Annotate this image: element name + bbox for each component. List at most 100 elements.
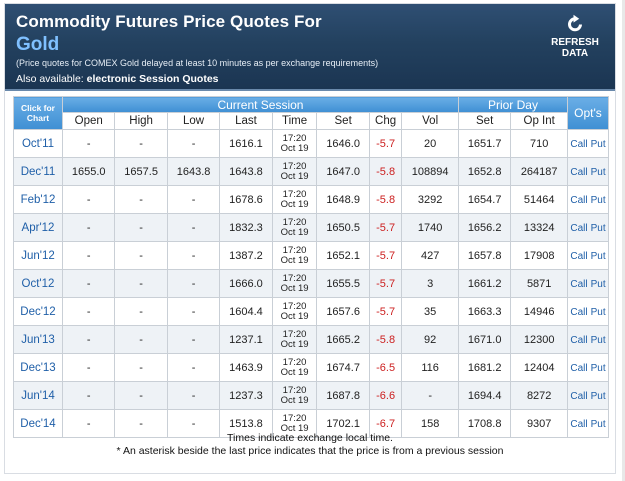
call-link[interactable]: Call: [570, 306, 588, 318]
put-link[interactable]: Put: [590, 334, 606, 346]
low-cell: -: [166, 129, 221, 158]
col-vol: Vol: [401, 112, 459, 130]
volume-cell: 3: [401, 269, 459, 298]
time-value: 17:20: [282, 329, 307, 340]
contract-chart-link[interactable]: Oct'12: [21, 277, 55, 290]
contract-chart-link[interactable]: Jun'12: [21, 249, 55, 262]
also-available: Also available: electronic Session Quote…: [16, 73, 219, 85]
last-cell: 1463.9: [219, 353, 273, 382]
col-high: High: [114, 112, 168, 130]
date-value: Oct 19: [280, 226, 309, 238]
date-value: Oct 19: [280, 198, 309, 210]
contract-chart-link[interactable]: Jun'13: [21, 333, 55, 346]
call-link[interactable]: Call: [570, 250, 588, 262]
put-link[interactable]: Put: [590, 278, 606, 290]
contract-chart-link[interactable]: Dec'12: [20, 305, 56, 318]
open-cell: -: [61, 325, 116, 354]
set-cell: 1646.0: [316, 129, 370, 158]
time-cell: 17:20 Oct 19: [271, 241, 318, 270]
change-cell: -5.8: [368, 157, 403, 186]
footer-time-note: Times indicate exchange local time.: [227, 432, 393, 444]
time-value: 17:20: [282, 189, 307, 200]
options-cell: Call Put: [567, 381, 609, 410]
contract-chart-link[interactable]: Feb'12: [20, 193, 56, 206]
call-link[interactable]: Call: [570, 334, 588, 346]
put-link[interactable]: Put: [590, 362, 606, 374]
electronic-session-link[interactable]: electronic Session Quotes: [86, 73, 219, 85]
put-link[interactable]: Put: [590, 222, 606, 234]
call-link[interactable]: Call: [570, 194, 588, 206]
date-value: Oct 19: [280, 338, 309, 350]
col-set: Set: [316, 112, 370, 130]
open-cell: -: [61, 185, 116, 214]
put-link[interactable]: Put: [590, 250, 606, 262]
prior-set-cell: 1708.8: [457, 409, 512, 438]
open-interest-cell: 9307: [510, 409, 568, 438]
click-for-label: Click for: [20, 103, 55, 113]
open-interest-cell: 17908: [510, 241, 568, 270]
high-cell: -: [114, 381, 168, 410]
call-link[interactable]: Call: [570, 418, 588, 430]
date-value: Oct 19: [280, 394, 309, 406]
contract-chart-link[interactable]: Dec'14: [20, 417, 56, 430]
set-cell: 1655.5: [316, 269, 370, 298]
prior-set-cell: 1663.3: [457, 297, 512, 326]
high-cell: -: [114, 129, 168, 158]
contract-chart-link[interactable]: Jun'14: [21, 389, 55, 402]
call-link[interactable]: Call: [570, 362, 588, 374]
refresh-arrow-icon: [568, 14, 582, 32]
change-cell: -5.7: [368, 241, 403, 270]
options-cell: Call Put: [567, 269, 609, 298]
date-value: Oct 19: [280, 282, 309, 294]
last-cell: 1666.0: [219, 269, 273, 298]
prior-set-cell: 1694.4: [457, 381, 512, 410]
call-link[interactable]: Call: [570, 278, 588, 290]
put-link[interactable]: Put: [590, 306, 606, 318]
footer-asterisk-note: * An asterisk beside the last price indi…: [116, 445, 504, 457]
options-cell: Call Put: [567, 409, 609, 438]
contract-chart-link[interactable]: Oct'11: [21, 137, 55, 150]
open-cell: -: [61, 241, 116, 270]
put-link[interactable]: Put: [590, 194, 606, 206]
volume-cell: -: [401, 381, 459, 410]
high-cell: -: [114, 269, 168, 298]
high-cell: 1657.5: [114, 157, 168, 186]
contract-chart-link[interactable]: Dec'13: [20, 361, 56, 374]
low-cell: -: [166, 409, 221, 438]
open-interest-cell: 8272: [510, 381, 568, 410]
options-cell: Call Put: [567, 185, 609, 214]
contract-chart-link[interactable]: Apr'12: [21, 221, 55, 234]
time-cell: 17:20 Oct 19: [271, 213, 318, 242]
low-cell: -: [166, 325, 221, 354]
call-link[interactable]: Call: [570, 138, 588, 150]
open-interest-cell: 12300: [510, 325, 568, 354]
contract-chart-link[interactable]: Dec'11: [20, 165, 56, 178]
call-link[interactable]: Call: [570, 222, 588, 234]
table-row: Dec'13- - -1463.9 17:20 Oct 19 1674.7 -6.5 116 1…: [13, 353, 609, 382]
time-value: 17:20: [282, 385, 307, 396]
call-link[interactable]: Call: [570, 390, 588, 402]
last-cell: 1237.1: [219, 325, 273, 354]
last-cell: 1616.1: [219, 129, 273, 158]
time-value: 17:20: [282, 217, 307, 228]
volume-cell: 1740: [401, 213, 459, 242]
put-link[interactable]: Put: [590, 138, 606, 150]
options-cell: Call Put: [567, 325, 609, 354]
open-cell: -: [61, 353, 116, 382]
low-cell: -: [166, 241, 221, 270]
open-cell: 1655.0: [61, 157, 116, 186]
high-cell: -: [114, 325, 168, 354]
table-row: Jun'14- - -1237.3 17:20 Oct 19 1687.8 -6.6-169…: [13, 381, 609, 410]
open-cell: -: [61, 213, 116, 242]
refresh-data-button[interactable]: REFRESH DATA: [545, 14, 605, 59]
time-value: 17:20: [282, 357, 307, 368]
set-cell: 1650.5: [316, 213, 370, 242]
open-cell: -: [61, 129, 116, 158]
open-cell: -: [61, 269, 116, 298]
time-cell: 17:20 Oct 19: [271, 353, 318, 382]
call-link[interactable]: Call: [570, 166, 588, 178]
put-link[interactable]: Put: [590, 418, 606, 430]
month-cell: Dec'12: [13, 297, 63, 326]
put-link[interactable]: Put: [590, 166, 606, 178]
put-link[interactable]: Put: [590, 390, 606, 402]
